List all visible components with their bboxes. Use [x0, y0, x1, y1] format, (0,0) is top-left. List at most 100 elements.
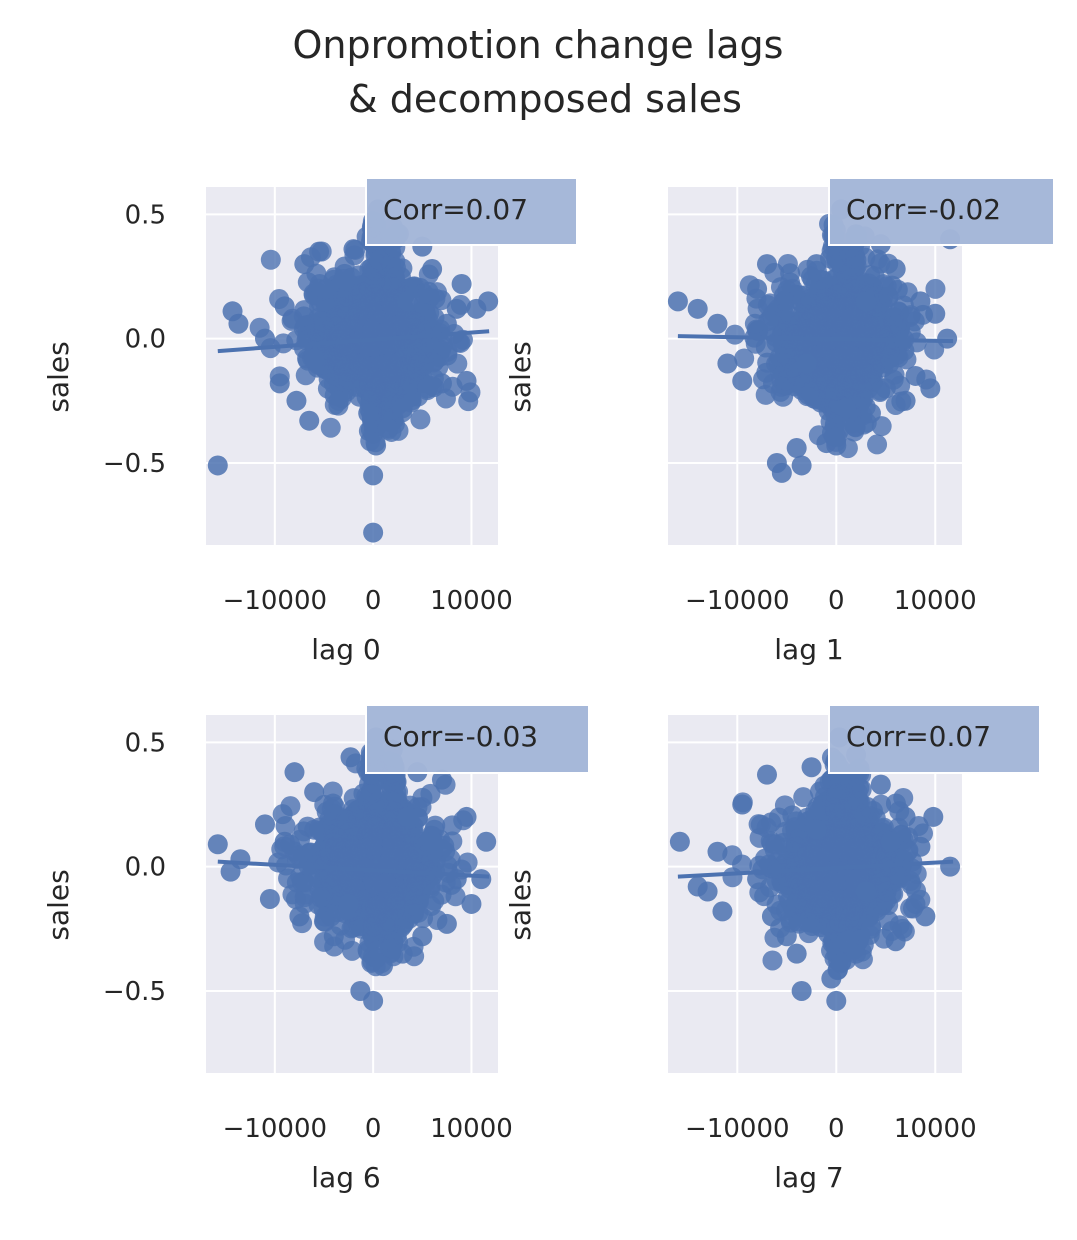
x-tick-label: 10000	[430, 1114, 513, 1144]
y-tick-label: 0.0	[125, 325, 166, 355]
scatter-point	[360, 292, 381, 313]
data-point	[377, 418, 398, 439]
data-point	[333, 268, 354, 289]
scatter-point	[369, 249, 390, 270]
scatter-point	[382, 833, 403, 854]
scatter-point	[829, 912, 850, 933]
data-point	[875, 378, 896, 399]
scatter-point	[823, 871, 844, 892]
data-point	[358, 403, 379, 424]
scatter-point	[421, 847, 442, 868]
scatter-point	[841, 278, 862, 299]
scatter-point	[825, 297, 846, 318]
x-tick-label: −10000	[685, 586, 790, 616]
scatter-point	[381, 363, 402, 384]
scatter-point	[415, 303, 436, 324]
data-point	[313, 911, 334, 932]
data-point	[254, 814, 275, 835]
x-tick-label: −10000	[685, 1114, 790, 1144]
scatter-point	[367, 895, 388, 916]
y-tick-label: −0.5	[103, 449, 166, 479]
scatter-point	[273, 333, 294, 354]
scatter-point	[724, 324, 745, 345]
data-point	[771, 462, 792, 483]
data-point	[910, 836, 931, 857]
data-point	[707, 313, 728, 334]
scatter-point	[797, 386, 818, 407]
data-point	[940, 856, 961, 877]
data-point	[923, 806, 944, 827]
data-point	[697, 881, 718, 902]
x-tick-label: 0	[365, 586, 382, 616]
scatter-point	[304, 819, 325, 840]
data-point	[717, 353, 738, 374]
data-point	[821, 968, 842, 989]
data-point	[910, 291, 931, 312]
scatter-point	[342, 940, 363, 961]
scatter-point	[297, 272, 318, 293]
scatter-point	[362, 320, 383, 341]
data-point	[422, 831, 443, 852]
subplot-panel-3: −10000 0 10000 lag 7 sales Corr=0.07	[504, 704, 1041, 1194]
data-point	[461, 893, 482, 914]
data-point	[920, 378, 941, 399]
data-point	[323, 926, 344, 947]
scatter-point	[335, 335, 356, 356]
data-point	[282, 308, 303, 329]
data-point	[207, 834, 228, 855]
scatter-point	[824, 349, 845, 370]
data-point	[476, 831, 497, 852]
scatter-point	[849, 777, 870, 798]
data-point	[669, 831, 690, 852]
data-point	[436, 313, 457, 334]
data-point	[392, 398, 413, 419]
scatter-point	[410, 409, 431, 430]
scatter-point	[382, 296, 403, 317]
data-point	[299, 410, 320, 431]
data-point	[456, 806, 477, 827]
scatter-point	[843, 347, 864, 368]
scatter-point	[900, 322, 921, 343]
x-tick-label: 0	[365, 1114, 382, 1144]
data-point	[471, 869, 492, 890]
data-point	[895, 390, 916, 411]
x-tick-label: −10000	[223, 586, 328, 616]
data-point	[340, 747, 361, 768]
scatter-point	[413, 355, 434, 376]
scatter-point	[845, 362, 866, 383]
scatter-point	[791, 292, 812, 313]
scatter-point	[795, 868, 816, 889]
figure-title-line2: & decomposed sales	[348, 77, 742, 121]
data-point	[747, 278, 768, 299]
data-point	[761, 906, 782, 927]
scatter-point	[822, 769, 843, 790]
x-tick-label: 10000	[430, 586, 513, 616]
y-axis-label: sales	[504, 341, 537, 412]
scatter-point	[412, 787, 433, 808]
data-point	[791, 455, 812, 476]
scatter-point	[319, 868, 340, 889]
data-point	[230, 849, 251, 870]
scatter-point	[774, 291, 795, 312]
data-point	[732, 370, 753, 391]
data-point	[786, 943, 807, 964]
scatter-point	[828, 835, 849, 856]
scatter-point	[867, 434, 888, 455]
figure-title-line1: Onpromotion change lags	[293, 23, 784, 67]
scatter-point	[376, 872, 397, 893]
data-point	[446, 869, 467, 890]
data-point	[451, 273, 472, 294]
data-point	[687, 298, 708, 319]
y-tick-label: 0.5	[125, 728, 166, 758]
scatter-point	[448, 332, 469, 353]
scatter-point	[364, 367, 385, 388]
scatter-point	[286, 872, 307, 893]
y-axis-label: sales	[42, 869, 75, 940]
x-axis-label: lag 6	[311, 1161, 380, 1194]
x-axis-label: lag 1	[774, 633, 843, 666]
data-point	[446, 298, 467, 319]
data-point	[366, 435, 387, 456]
scatter-point	[385, 257, 406, 278]
data-point	[905, 365, 926, 386]
